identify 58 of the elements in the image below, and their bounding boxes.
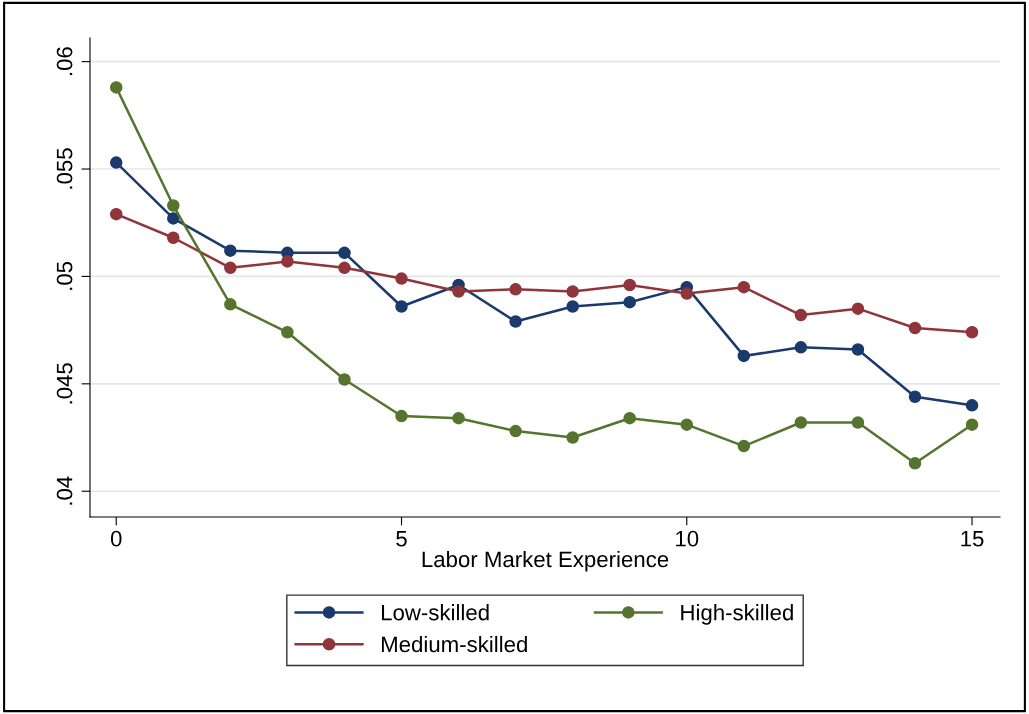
point: [851, 343, 865, 356]
legend-label: Medium-skilled: [381, 635, 527, 653]
point: [395, 272, 408, 285]
point: [737, 349, 751, 363]
point: [566, 285, 579, 298]
legend-label: Low-skilled: [381, 604, 489, 621]
point: [452, 411, 465, 425]
point: [509, 283, 522, 296]
x-tick-label: 15: [961, 531, 984, 547]
point: [224, 244, 237, 257]
point: [395, 300, 408, 313]
point: [224, 261, 237, 275]
point: [908, 390, 922, 403]
point: [794, 416, 808, 429]
point: [851, 416, 865, 429]
point: [281, 255, 294, 268]
legend-label: High-skilled: [681, 604, 793, 625]
point: [737, 280, 751, 294]
y-tick-label: .055: [56, 148, 73, 189]
point: [965, 326, 979, 339]
point: [623, 278, 636, 292]
y-tick-label: .06: [56, 47, 73, 76]
point: [224, 298, 237, 311]
point: [167, 212, 180, 225]
point: [623, 295, 636, 309]
point: [965, 399, 979, 412]
point: [794, 308, 808, 322]
point: [281, 326, 294, 339]
point: [851, 302, 865, 315]
point: [680, 287, 694, 300]
x-axis-title: Labor Market Experience: [422, 550, 669, 572]
point: [395, 409, 408, 423]
x-tick-label: 10: [676, 530, 699, 547]
point: [109, 156, 123, 169]
y-tick-label: .045: [56, 363, 73, 404]
y-tick-label: .04: [56, 476, 73, 505]
point: [908, 457, 922, 470]
point: [167, 231, 180, 245]
point: [338, 261, 351, 275]
point: [109, 207, 123, 221]
point: [908, 321, 922, 335]
point: [109, 81, 123, 94]
point: [794, 341, 808, 354]
point: [737, 439, 751, 453]
x-tick-label: 5: [396, 531, 407, 547]
point: [680, 418, 694, 431]
point: [965, 418, 979, 431]
point: [167, 199, 180, 212]
point: [338, 246, 351, 260]
x-tick-label: 0: [110, 530, 122, 547]
point: [509, 315, 522, 328]
point: [338, 373, 351, 386]
point: [566, 300, 579, 313]
point: [452, 285, 465, 298]
point: [623, 411, 636, 425]
y-tick-label: .05: [56, 261, 73, 290]
point: [509, 424, 522, 438]
point: [566, 431, 579, 444]
